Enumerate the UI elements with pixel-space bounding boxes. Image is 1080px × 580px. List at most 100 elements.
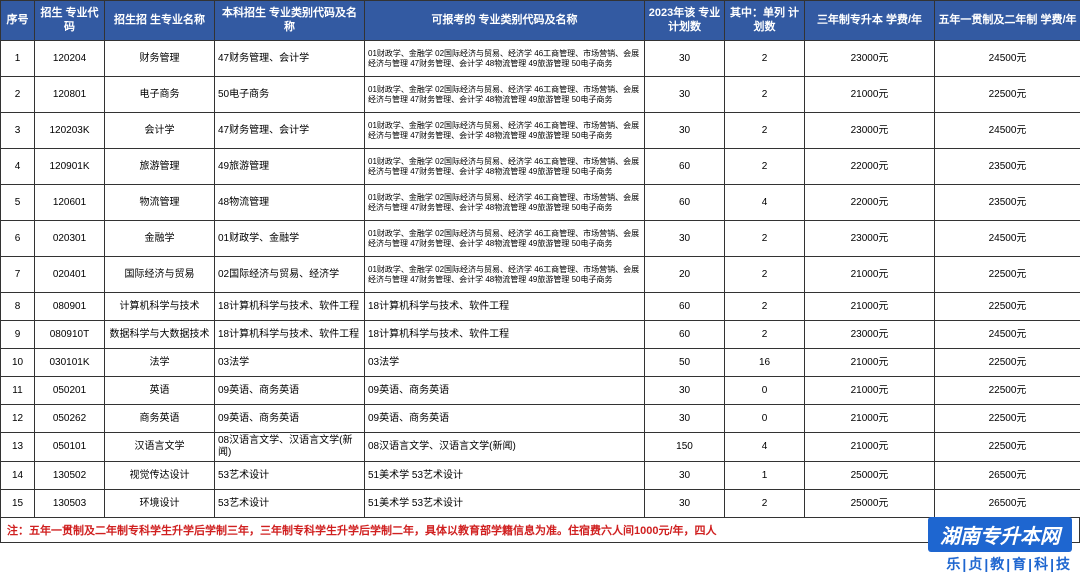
table-cell: 2 [725, 41, 805, 77]
table-cell: 150 [645, 433, 725, 462]
table-cell: 01财政学、金融学 02国际经济与贸易、经济学 46工商管理、市场营销、会展经济… [365, 41, 645, 77]
table-cell: 01财政学、金融学 [215, 221, 365, 257]
table-cell: 9 [1, 321, 35, 349]
table-cell: 22500元 [935, 433, 1080, 462]
header-category: 本科招生 专业类别代码及名称 [215, 1, 365, 41]
table-cell: 2 [725, 321, 805, 349]
table-cell: 23000元 [805, 221, 935, 257]
table-row: 5120601物流管理48物流管理01财政学、金融学 02国际经济与贸易、经济学… [1, 185, 1080, 221]
header-code: 招生 专业代码 [35, 1, 105, 41]
table-cell: 51美术学 53艺术设计 [365, 490, 645, 518]
table-cell: 21000元 [805, 377, 935, 405]
admissions-table: 序号 招生 专业代码 招生招 生专业名称 本科招生 专业类别代码及名称 可报考的… [0, 0, 1080, 518]
table-cell: 6 [1, 221, 35, 257]
table-cell: 23000元 [805, 321, 935, 349]
table-row: 14130502视觉传达设计53艺术设计51美术学 53艺术设计30125000… [1, 462, 1080, 490]
table-cell: 12 [1, 405, 35, 433]
table-cell: 050101 [35, 433, 105, 462]
table-cell: 09英语、商务英语 [365, 377, 645, 405]
table-cell: 030101K [35, 349, 105, 377]
table-cell: 130503 [35, 490, 105, 518]
table-cell: 050262 [35, 405, 105, 433]
watermark-title: 湖南专升本网 [928, 517, 1072, 552]
table-cell: 24500元 [935, 113, 1080, 149]
watermark: 湖南专升本网 乐|贞|教|育|科|技 [928, 517, 1072, 574]
header-name: 招生招 生专业名称 [105, 1, 215, 41]
table-cell: 50电子商务 [215, 77, 365, 113]
table-cell: 2 [725, 149, 805, 185]
table-cell: 080901 [35, 293, 105, 321]
table-cell: 09英语、商务英语 [215, 377, 365, 405]
table-cell: 21000元 [805, 405, 935, 433]
table-cell: 30 [645, 113, 725, 149]
table-cell: 21000元 [805, 257, 935, 293]
table-cell: 物流管理 [105, 185, 215, 221]
table-cell: 22500元 [935, 377, 1080, 405]
table-cell: 01财政学、金融学 02国际经济与贸易、经济学 46工商管理、市场营销、会展经济… [365, 221, 645, 257]
table-cell: 20 [645, 257, 725, 293]
table-cell: 1 [725, 462, 805, 490]
table-cell: 23500元 [935, 185, 1080, 221]
footnote: 注：五年一贯制及二年制专科学生升学后学制三年，三年制专科学生升学后学制二年，具体… [0, 518, 1080, 543]
table-row: 7020401国际经济与贸易02国际经济与贸易、经济学01财政学、金融学 02国… [1, 257, 1080, 293]
table-cell: 47财务管理、会计学 [215, 113, 365, 149]
table-cell: 2 [725, 113, 805, 149]
table-cell: 30 [645, 41, 725, 77]
table-row: 10030101K法学03法学03法学501621000元22500元 [1, 349, 1080, 377]
table-cell: 财务管理 [105, 41, 215, 77]
table-cell: 25000元 [805, 490, 935, 518]
table-cell: 22500元 [935, 293, 1080, 321]
header-fee5: 五年一贯制及二年制 学费/年 [935, 1, 1080, 41]
table-cell: 11 [1, 377, 35, 405]
table-row: 3120203K会计学47财务管理、会计学01财政学、金融学 02国际经济与贸易… [1, 113, 1080, 149]
table-cell: 26500元 [935, 490, 1080, 518]
table-row: 2120801电子商务50电子商务01财政学、金融学 02国际经济与贸易、经济学… [1, 77, 1080, 113]
table-cell: 050201 [35, 377, 105, 405]
table-cell: 47财务管理、会计学 [215, 41, 365, 77]
table-cell: 2 [725, 293, 805, 321]
table-cell: 24500元 [935, 321, 1080, 349]
table-cell: 01财政学、金融学 02国际经济与贸易、经济学 46工商管理、市场营销、会展经济… [365, 77, 645, 113]
table-cell: 2 [725, 257, 805, 293]
table-cell: 49旅游管理 [215, 149, 365, 185]
watermark-subtitle: 乐|贞|教|育|科|技 [946, 554, 1072, 574]
table-cell: 60 [645, 149, 725, 185]
table-cell: 01财政学、金融学 02国际经济与贸易、经济学 46工商管理、市场营销、会展经济… [365, 149, 645, 185]
table-cell: 25000元 [805, 462, 935, 490]
table-cell: 视觉传达设计 [105, 462, 215, 490]
header-single: 其中：单列 计划数 [725, 1, 805, 41]
table-cell: 16 [725, 349, 805, 377]
table-cell: 51美术学 53艺术设计 [365, 462, 645, 490]
table-cell: 24500元 [935, 41, 1080, 77]
table-cell: 24500元 [935, 221, 1080, 257]
table-cell: 30 [645, 490, 725, 518]
table-cell: 4 [725, 433, 805, 462]
table-cell: 电子商务 [105, 77, 215, 113]
table-cell: 48物流管理 [215, 185, 365, 221]
table-cell: 30 [645, 377, 725, 405]
table-cell: 22500元 [935, 349, 1080, 377]
table-cell: 30 [645, 405, 725, 433]
table-cell: 60 [645, 321, 725, 349]
table-cell: 2 [725, 490, 805, 518]
table-row: 12050262商务英语09英语、商务英语09英语、商务英语30021000元2… [1, 405, 1080, 433]
table-cell: 0 [725, 377, 805, 405]
table-cell: 23000元 [805, 113, 935, 149]
table-cell: 22500元 [935, 405, 1080, 433]
table-cell: 22500元 [935, 77, 1080, 113]
table-row: 4120901K旅游管理49旅游管理01财政学、金融学 02国际经济与贸易、经济… [1, 149, 1080, 185]
header-exam: 可报考的 专业类别代码及名称 [365, 1, 645, 41]
table-cell: 01财政学、金融学 02国际经济与贸易、经济学 46工商管理、市场营销、会展经济… [365, 257, 645, 293]
table-cell: 会计学 [105, 113, 215, 149]
table-cell: 汉语言文学 [105, 433, 215, 462]
table-cell: 数据科学与大数据技术 [105, 321, 215, 349]
table-cell: 22000元 [805, 185, 935, 221]
table-cell: 英语 [105, 377, 215, 405]
table-cell: 08汉语言文学、汉语言文学(新闻) [215, 433, 365, 462]
table-cell: 21000元 [805, 433, 935, 462]
table-cell: 53艺术设计 [215, 462, 365, 490]
table-cell: 50 [645, 349, 725, 377]
table-cell: 01财政学、金融学 02国际经济与贸易、经济学 46工商管理、市场营销、会展经济… [365, 185, 645, 221]
table-row: 11050201英语09英语、商务英语09英语、商务英语30021000元225… [1, 377, 1080, 405]
table-cell: 020401 [35, 257, 105, 293]
